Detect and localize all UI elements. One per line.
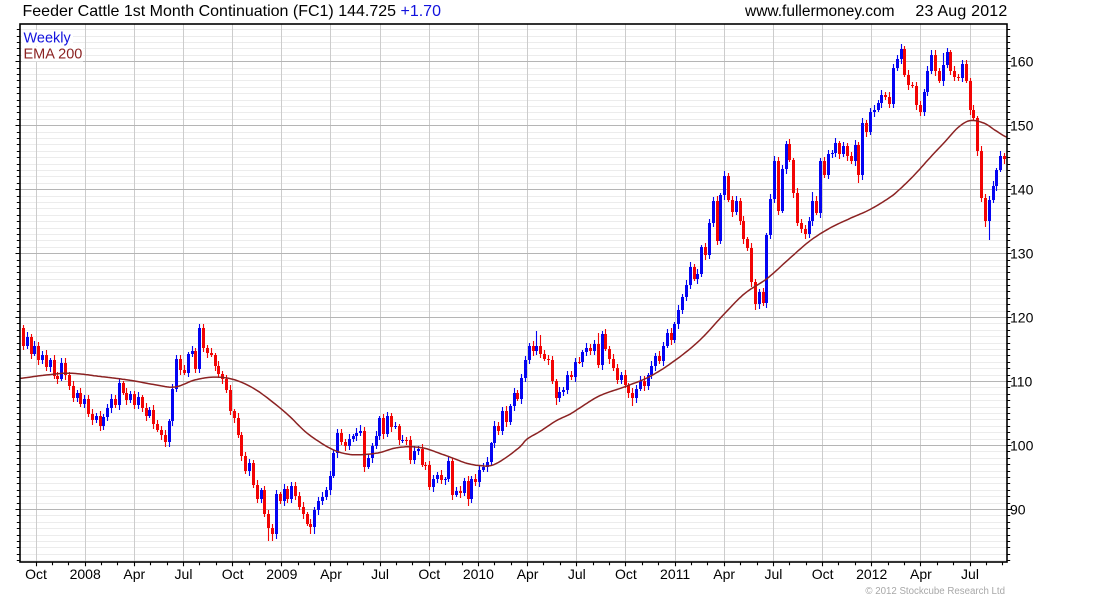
svg-text:Oct: Oct [418, 566, 440, 582]
svg-text:120: 120 [1010, 310, 1034, 326]
svg-text:23 Aug 2012: 23 Aug 2012 [915, 3, 1007, 20]
svg-text:Apr: Apr [123, 566, 145, 582]
svg-text:Jul: Jul [371, 566, 389, 582]
svg-text:Apr: Apr [910, 566, 932, 582]
svg-text:© 2012 Stockcube Research Ltd: © 2012 Stockcube Research Ltd [865, 586, 1005, 597]
svg-text:160: 160 [1010, 54, 1034, 70]
svg-text:Apr: Apr [713, 566, 735, 582]
svg-text:Oct: Oct [812, 566, 834, 582]
svg-text:90: 90 [1010, 502, 1026, 518]
svg-text:Jul: Jul [764, 566, 782, 582]
svg-text:2008: 2008 [70, 566, 101, 582]
svg-text:140: 140 [1010, 182, 1034, 198]
svg-text:Jul: Jul [175, 566, 193, 582]
svg-text:2009: 2009 [266, 566, 297, 582]
svg-text:100: 100 [1010, 438, 1034, 454]
svg-text:Jul: Jul [961, 566, 979, 582]
svg-text:www.fullermoney.com: www.fullermoney.com [744, 3, 895, 20]
svg-text:110: 110 [1010, 374, 1033, 390]
svg-text:Weekly: Weekly [24, 30, 72, 46]
svg-text:Oct: Oct [222, 566, 244, 582]
svg-text:Feeder Cattle 1st Month Contin: Feeder Cattle 1st Month Continuation (FC… [23, 3, 442, 20]
svg-text:150: 150 [1010, 118, 1034, 134]
svg-text:130: 130 [1010, 246, 1034, 262]
svg-text:2012: 2012 [856, 566, 887, 582]
svg-text:Jul: Jul [568, 566, 586, 582]
svg-text:EMA 200: EMA 200 [24, 47, 83, 63]
svg-text:Apr: Apr [517, 566, 539, 582]
svg-text:2010: 2010 [463, 566, 494, 582]
svg-text:Apr: Apr [320, 566, 342, 582]
svg-text:Oct: Oct [25, 566, 47, 582]
svg-text:Oct: Oct [615, 566, 637, 582]
svg-text:2011: 2011 [660, 566, 690, 582]
